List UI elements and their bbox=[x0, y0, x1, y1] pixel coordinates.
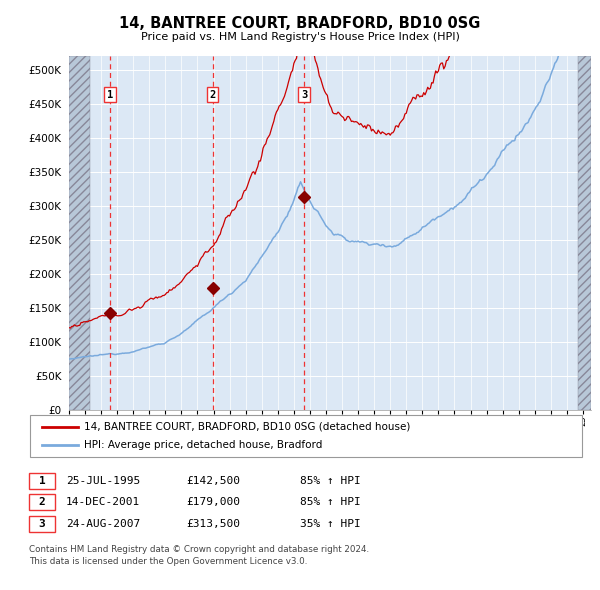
Bar bbox=[578, 56, 591, 410]
Text: £142,500: £142,500 bbox=[186, 476, 240, 486]
Bar bbox=[69, 56, 90, 410]
Text: 2: 2 bbox=[38, 497, 46, 507]
Text: 3: 3 bbox=[301, 90, 307, 100]
Text: 24-AUG-2007: 24-AUG-2007 bbox=[66, 519, 140, 529]
Text: 25-JUL-1995: 25-JUL-1995 bbox=[66, 476, 140, 486]
Text: £179,000: £179,000 bbox=[186, 497, 240, 507]
Text: 3: 3 bbox=[38, 519, 46, 529]
Text: Contains HM Land Registry data © Crown copyright and database right 2024.: Contains HM Land Registry data © Crown c… bbox=[29, 545, 369, 555]
Text: 85% ↑ HPI: 85% ↑ HPI bbox=[300, 497, 361, 507]
Text: 14-DEC-2001: 14-DEC-2001 bbox=[66, 497, 140, 507]
Text: 1: 1 bbox=[38, 476, 46, 486]
Text: 35% ↑ HPI: 35% ↑ HPI bbox=[300, 519, 361, 529]
Text: £313,500: £313,500 bbox=[186, 519, 240, 529]
Text: 2: 2 bbox=[209, 90, 216, 100]
Text: This data is licensed under the Open Government Licence v3.0.: This data is licensed under the Open Gov… bbox=[29, 557, 307, 566]
Text: 1: 1 bbox=[107, 90, 113, 100]
Text: HPI: Average price, detached house, Bradford: HPI: Average price, detached house, Brad… bbox=[84, 440, 322, 450]
Text: 85% ↑ HPI: 85% ↑ HPI bbox=[300, 476, 361, 486]
Text: 14, BANTREE COURT, BRADFORD, BD10 0SG (detached house): 14, BANTREE COURT, BRADFORD, BD10 0SG (d… bbox=[84, 422, 410, 432]
Text: 14, BANTREE COURT, BRADFORD, BD10 0SG: 14, BANTREE COURT, BRADFORD, BD10 0SG bbox=[119, 16, 481, 31]
Text: Price paid vs. HM Land Registry's House Price Index (HPI): Price paid vs. HM Land Registry's House … bbox=[140, 32, 460, 41]
